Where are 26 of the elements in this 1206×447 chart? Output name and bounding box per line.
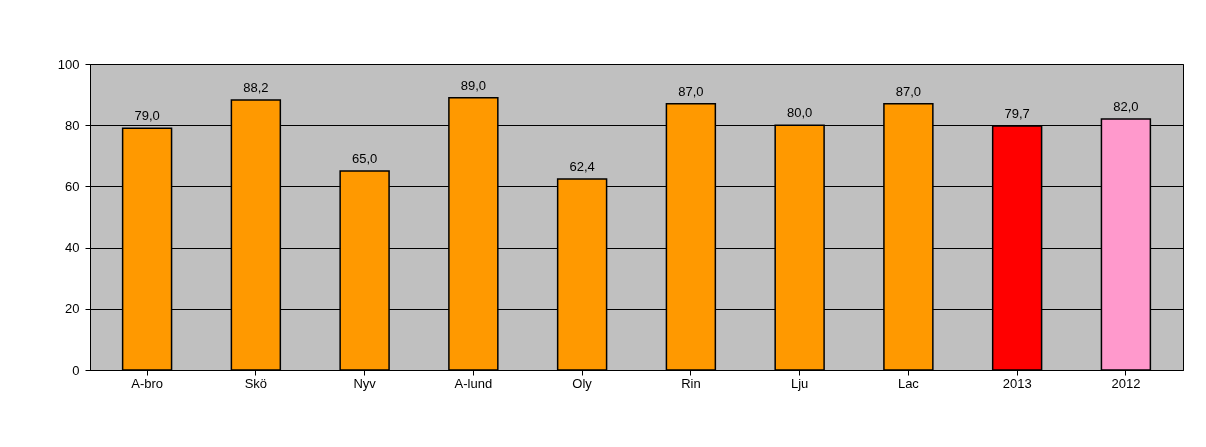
x-tick-label: A-bro [131,375,163,391]
y-tick-label: 0 [72,362,80,378]
y-tick-label: 60 [65,178,80,194]
data-label: 79,7 [1004,106,1030,122]
data-label: 87,0 [678,83,704,99]
data-label: 62,4 [569,159,595,175]
x-tick-label: Lju [790,375,809,391]
x-tick-label: A-lund [454,375,493,391]
y-tick-label: 20 [65,301,80,317]
data-label: 80,0 [786,105,813,121]
x-tick-label: Rin [681,375,701,391]
data-label: 88,2 [243,80,269,96]
data-label: 65,0 [351,151,378,167]
data-label: 82,0 [1113,99,1139,115]
data-label: 89,0 [460,77,487,93]
x-tick-label: Oly [572,375,593,391]
y-tick-label: 40 [65,240,80,256]
data-label: 87,0 [895,83,922,99]
x-tick-label: Lac [897,375,920,391]
y-tick-label: 100 [57,56,80,72]
data-label: 79,0 [134,108,160,124]
x-tick-label: 2012 [1111,375,1141,391]
y-tick-label: 80 [65,117,80,133]
x-tick-label: Nyv [353,375,377,391]
x-tick-label: Skö [244,375,268,391]
x-tick-label: 2013 [1002,375,1032,391]
